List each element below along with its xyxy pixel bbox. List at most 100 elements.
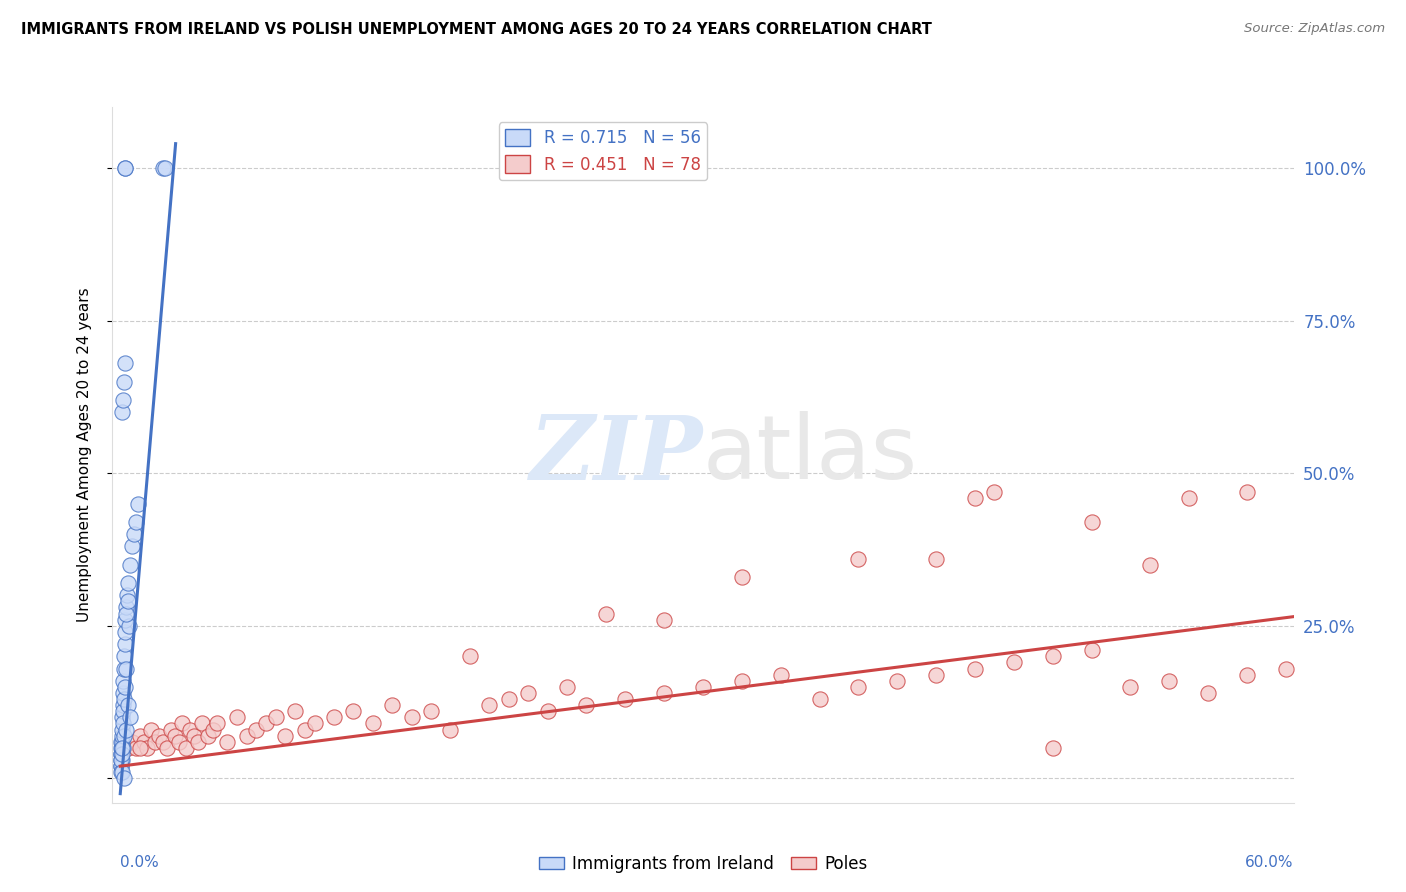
- Point: [731, 570, 754, 584]
- Point: [1042, 649, 1064, 664]
- Point: [114, 624, 136, 639]
- Point: [141, 723, 163, 737]
- Point: [769, 667, 792, 681]
- Point: [118, 619, 141, 633]
- Point: [112, 729, 135, 743]
- Point: [111, 747, 134, 761]
- Point: [111, 735, 134, 749]
- Y-axis label: Unemployment Among Ages 20 to 24 years: Unemployment Among Ages 20 to 24 years: [77, 287, 91, 623]
- Point: [111, 704, 134, 718]
- Point: [361, 716, 384, 731]
- Point: [555, 680, 578, 694]
- Point: [111, 740, 134, 755]
- Point: [217, 735, 239, 749]
- Point: [254, 716, 277, 731]
- Point: [304, 716, 326, 731]
- Point: [111, 716, 134, 731]
- Point: [401, 710, 423, 724]
- Point: [731, 673, 754, 688]
- Point: [110, 759, 132, 773]
- Point: [536, 704, 558, 718]
- Point: [114, 161, 136, 175]
- Point: [575, 698, 598, 713]
- Point: [112, 692, 135, 706]
- Point: [110, 735, 132, 749]
- Point: [115, 600, 138, 615]
- Point: [439, 723, 461, 737]
- Point: [1042, 740, 1064, 755]
- Point: [848, 680, 870, 694]
- Point: [112, 686, 135, 700]
- Point: [925, 667, 948, 681]
- Point: [110, 747, 132, 761]
- Point: [112, 772, 135, 786]
- Point: [1197, 686, 1219, 700]
- Point: [197, 729, 219, 743]
- Point: [652, 613, 675, 627]
- Point: [1080, 515, 1102, 529]
- Point: [1274, 661, 1296, 675]
- Point: [114, 680, 136, 694]
- Point: [115, 607, 138, 621]
- Point: [1080, 643, 1102, 657]
- Point: [614, 692, 637, 706]
- Point: [963, 661, 986, 675]
- Point: [122, 527, 145, 541]
- Point: [121, 735, 143, 749]
- Point: [420, 704, 443, 718]
- Point: [115, 723, 138, 737]
- Point: [963, 491, 986, 505]
- Point: [112, 740, 135, 755]
- Text: IMMIGRANTS FROM IRELAND VS POLISH UNEMPLOYMENT AMONG AGES 20 TO 24 YEARS CORRELA: IMMIGRANTS FROM IRELAND VS POLISH UNEMPL…: [21, 22, 932, 37]
- Point: [1159, 673, 1181, 688]
- Point: [294, 723, 316, 737]
- Point: [110, 765, 132, 780]
- Point: [110, 753, 132, 767]
- Point: [125, 515, 148, 529]
- Text: 0.0%: 0.0%: [121, 855, 159, 870]
- Point: [114, 161, 136, 175]
- Point: [498, 692, 520, 706]
- Point: [111, 698, 134, 713]
- Legend: R = 0.715   N = 56, R = 0.451   N = 78: R = 0.715 N = 56, R = 0.451 N = 78: [499, 122, 707, 180]
- Point: [808, 692, 831, 706]
- Point: [121, 540, 143, 554]
- Point: [172, 716, 194, 731]
- Point: [112, 392, 135, 407]
- Point: [202, 723, 225, 737]
- Point: [117, 576, 139, 591]
- Point: [983, 484, 1005, 499]
- Legend: Immigrants from Ireland, Poles: Immigrants from Ireland, Poles: [531, 848, 875, 880]
- Point: [183, 729, 205, 743]
- Point: [117, 698, 139, 713]
- Point: [174, 740, 197, 755]
- Point: [118, 558, 141, 572]
- Point: [136, 740, 159, 755]
- Point: [235, 729, 257, 743]
- Point: [110, 753, 132, 767]
- Point: [115, 661, 138, 675]
- Point: [112, 673, 135, 688]
- Point: [245, 723, 267, 737]
- Text: atlas: atlas: [703, 411, 918, 499]
- Point: [111, 753, 134, 767]
- Point: [264, 710, 287, 724]
- Point: [112, 375, 135, 389]
- Point: [323, 710, 346, 724]
- Point: [517, 686, 540, 700]
- Point: [111, 710, 134, 724]
- Point: [128, 729, 150, 743]
- Point: [117, 740, 139, 755]
- Point: [156, 740, 179, 755]
- Point: [111, 723, 134, 737]
- Point: [153, 161, 176, 175]
- Point: [652, 686, 675, 700]
- Point: [191, 716, 214, 731]
- Point: [159, 723, 181, 737]
- Point: [114, 356, 136, 370]
- Point: [111, 729, 134, 743]
- Point: [143, 735, 166, 749]
- Point: [179, 723, 201, 737]
- Point: [110, 740, 132, 755]
- Point: [1236, 667, 1258, 681]
